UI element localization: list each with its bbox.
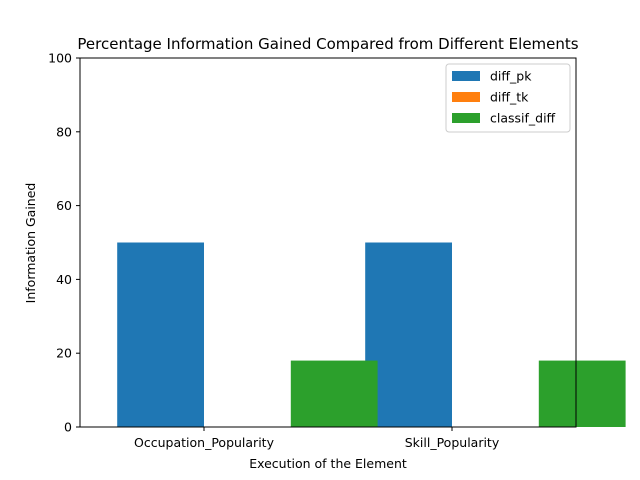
x-ticks-group: Occupation_Popularity Skill_Popularity	[134, 427, 500, 450]
legend-label-diff_tk: diff_tk	[490, 90, 529, 105]
y-tick-label: 0	[64, 420, 72, 435]
y-axis-label: Information Gained	[23, 183, 38, 304]
y-tick-label: 100	[48, 51, 72, 66]
chart-title: Percentage Information Gained Compared f…	[77, 35, 578, 53]
x-tick-label: Occupation_Popularity	[134, 435, 275, 450]
legend-swatch-diff_tk	[452, 92, 480, 102]
legend-label-classif_diff: classif_diff	[490, 111, 556, 126]
bars-group	[117, 242, 626, 427]
x-axis-label: Execution of the Element	[249, 456, 407, 471]
plot-frame	[79, 57, 577, 428]
legend-label-diff_pk: diff_pk	[490, 69, 532, 84]
bar-classif_diff-Occupation_Popularity	[290, 360, 378, 427]
x-tick-label: Skill_Popularity	[405, 435, 500, 450]
legend-swatch-classif_diff	[452, 113, 480, 123]
y-ticks-group: 0 20 40 60 80 100	[48, 51, 80, 435]
y-tick-label: 60	[56, 198, 72, 213]
y-tick-label: 80	[56, 124, 72, 139]
y-tick-label: 40	[56, 272, 72, 287]
bar-classif_diff-Skill_Popularity	[538, 360, 626, 427]
bar-diff_pk-Occupation_Popularity	[117, 242, 204, 427]
bar-diff_pk-Skill_Popularity	[365, 242, 452, 427]
legend: diff_pk diff_tk classif_diff	[445, 63, 571, 133]
y-tick-label: 20	[56, 346, 72, 361]
legend-swatch-diff_pk	[452, 71, 480, 81]
